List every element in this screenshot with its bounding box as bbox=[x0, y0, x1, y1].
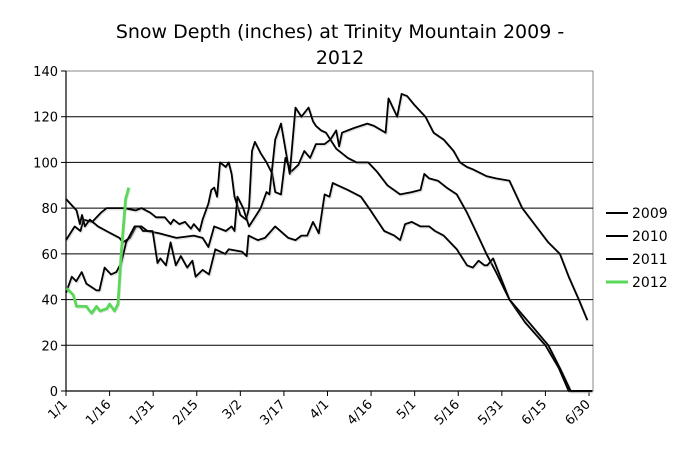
x-tick-label: 5/31 bbox=[475, 397, 506, 428]
x-tick-label: 2/15 bbox=[170, 397, 201, 428]
series-line-2009 bbox=[65, 93, 589, 321]
x-tick-label: 4/1 bbox=[307, 397, 332, 422]
series-line-2011 bbox=[65, 182, 592, 392]
legend-label-2009: 2009 bbox=[632, 206, 668, 222]
legend-label-2010: 2010 bbox=[632, 229, 668, 245]
x-tick-label: 5/1 bbox=[394, 397, 419, 422]
y-tick-label: 140 bbox=[33, 65, 58, 80]
series-shadow-2011 bbox=[65, 182, 593, 394]
x-tick-label: 5/16 bbox=[432, 397, 463, 428]
x-tick-label: 1/1 bbox=[45, 397, 70, 422]
x-tick-label: 1/16 bbox=[83, 397, 114, 428]
gridlines bbox=[66, 116, 593, 346]
y-tick-label: 20 bbox=[41, 339, 58, 354]
series-line-2010 bbox=[65, 106, 592, 392]
x-tick-label: 6/30 bbox=[563, 397, 594, 428]
series-line-2012 bbox=[65, 187, 131, 315]
x-tick-label: 4/16 bbox=[345, 397, 376, 428]
y-tick-label: 40 bbox=[41, 294, 58, 309]
y-tick-label: 100 bbox=[33, 156, 58, 171]
series-lines bbox=[65, 93, 593, 394]
x-axis: 1/1 1/16 1/31 2/15 3/2 3/17 4/1 4/16 5/1 5/16 5/31… bbox=[45, 390, 594, 428]
x-tick-label: 3/17 bbox=[257, 397, 288, 428]
y-tick-label: 60 bbox=[41, 248, 58, 263]
legend-label-2011: 2011 bbox=[632, 252, 668, 268]
legend: 2009 2010 2011 2012 bbox=[606, 206, 668, 291]
x-tick-label: 1/31 bbox=[127, 397, 158, 428]
chart-title-line-2: 2012 bbox=[316, 47, 364, 69]
chart-title-line-1: Snow Depth (inches) at Trinity Mountain … bbox=[116, 21, 564, 43]
y-tick-label: 120 bbox=[33, 111, 58, 126]
x-tick-label: 6/15 bbox=[519, 397, 550, 428]
y-tick-label: 0 bbox=[50, 385, 58, 400]
series-shadow-2010 bbox=[65, 107, 593, 394]
y-axis: 0 20 40 60 80 100 120 140 bbox=[33, 65, 67, 400]
y-tick-label: 80 bbox=[41, 202, 58, 217]
legend-label-2012: 2012 bbox=[632, 275, 668, 291]
x-tick-label: 3/2 bbox=[220, 397, 245, 422]
